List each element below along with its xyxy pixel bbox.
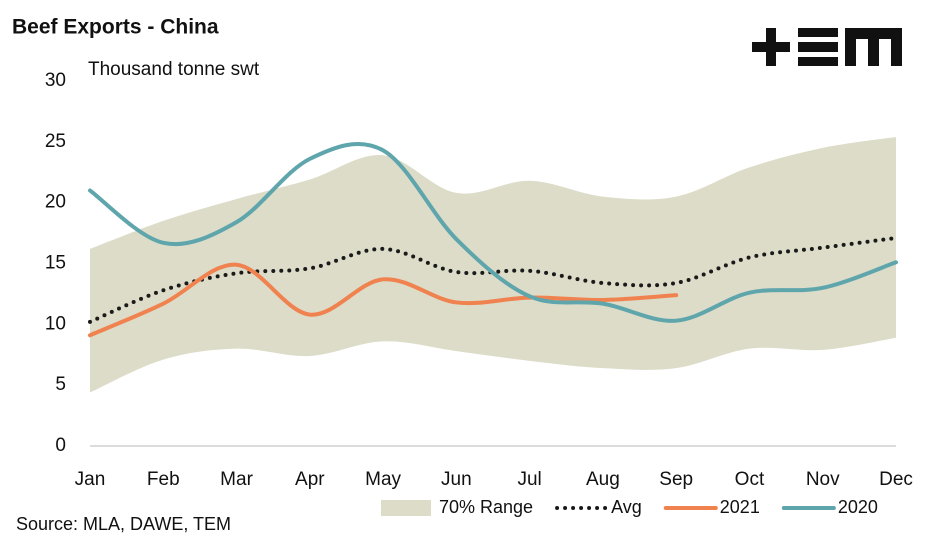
y-tick-label: 5 <box>55 374 66 395</box>
x-tick-label: Aug <box>586 469 620 490</box>
x-tick-label: Dec <box>879 469 913 490</box>
legend-label: 70% Range <box>439 497 533 517</box>
source: Source: MLA, DAWE, TEM <box>16 514 231 534</box>
chart-title: Beef Exports - China <box>12 16 219 39</box>
y-tick-label: 0 <box>55 435 66 456</box>
y-tick-label: 15 <box>45 253 66 274</box>
y-tick-label: 25 <box>45 131 66 152</box>
x-tick-label: May <box>365 469 401 490</box>
x-tick-label: Feb <box>147 469 180 490</box>
line-series <box>88 262 679 338</box>
x-tick-label: Jun <box>441 469 472 490</box>
y-axis-label: Thousand tonne swt <box>88 59 260 80</box>
y-tick-label: 20 <box>45 192 66 213</box>
legend-label: 2020 <box>838 497 878 517</box>
x-tick-label: Mar <box>220 469 253 490</box>
x-tick-label: Sep <box>659 469 693 490</box>
x-tick-label: Nov <box>806 469 840 490</box>
line-series <box>88 142 898 323</box>
legend-label: Avg <box>611 497 642 517</box>
x-tick-label: Oct <box>735 469 765 490</box>
x-tick-label: Jul <box>517 469 541 490</box>
legend-swatch <box>381 500 431 516</box>
x-tick-label: Jan <box>75 469 106 490</box>
line-series <box>88 235 898 324</box>
y-tick-label: 10 <box>45 313 66 334</box>
legend-label: 2021 <box>720 497 760 517</box>
range-band <box>90 136 896 393</box>
x-tick-label: Apr <box>295 469 325 490</box>
y-tick-label: 30 <box>45 70 66 91</box>
logo <box>752 28 902 66</box>
